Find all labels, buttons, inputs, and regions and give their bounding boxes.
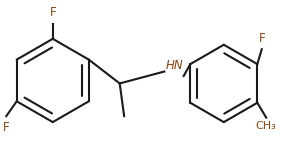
Text: F: F xyxy=(3,121,10,134)
Text: HN: HN xyxy=(166,59,183,72)
Text: F: F xyxy=(258,32,265,45)
Text: F: F xyxy=(49,7,56,19)
Text: CH₃: CH₃ xyxy=(256,121,277,131)
